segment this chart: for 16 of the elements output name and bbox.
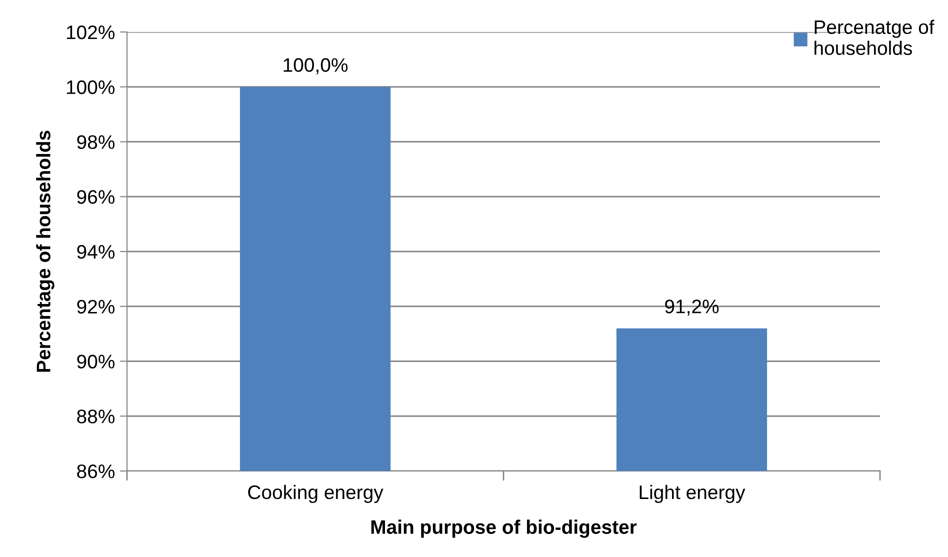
x-tick-label: Cooking energy — [248, 484, 384, 504]
y-tick-label: 86% — [77, 464, 115, 478]
x-tick-label: Light energy — [640, 484, 746, 504]
data-label: 100,0% — [284, 58, 348, 74]
y-tick-label: 88% — [77, 410, 115, 424]
y-tick-label: 90% — [77, 354, 115, 368]
legend-label: Percenatge of households — [814, 20, 934, 55]
y-tick-label: 94% — [77, 244, 115, 259]
y-tick-label: 98% — [77, 135, 115, 149]
y-tick-label: 100% — [66, 80, 115, 94]
y-tick-label: 92% — [77, 300, 115, 314]
y-tick-label: 102% — [66, 25, 115, 40]
data-label: 91,2% — [665, 300, 719, 316]
x-axis-title: Main purpose of bio-digester — [371, 520, 637, 538]
y-axis-title: Percentage of households — [36, 130, 54, 372]
y-tick-label: 96% — [77, 190, 115, 204]
